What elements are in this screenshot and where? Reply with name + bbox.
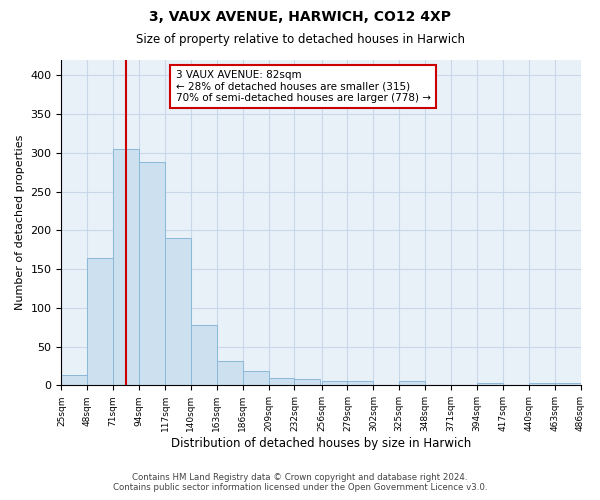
Bar: [477, 383, 503, 386]
Text: Size of property relative to detached houses in Harwich: Size of property relative to detached ho…: [136, 32, 464, 46]
Bar: [217, 360, 242, 386]
Bar: [61, 374, 88, 386]
Text: 3 VAUX AVENUE: 82sqm
← 28% of detached houses are smaller (315)
70% of semi-deta: 3 VAUX AVENUE: 82sqm ← 28% of detached h…: [176, 70, 431, 103]
Bar: [554, 383, 581, 386]
Bar: [269, 378, 295, 386]
Text: 3, VAUX AVENUE, HARWICH, CO12 4XP: 3, VAUX AVENUE, HARWICH, CO12 4XP: [149, 10, 451, 24]
Bar: [113, 149, 139, 386]
Bar: [347, 382, 373, 386]
Bar: [529, 383, 554, 386]
X-axis label: Distribution of detached houses by size in Harwich: Distribution of detached houses by size …: [171, 437, 471, 450]
Bar: [165, 238, 191, 386]
Bar: [399, 382, 425, 386]
Text: Contains HM Land Registry data © Crown copyright and database right 2024.
Contai: Contains HM Land Registry data © Crown c…: [113, 473, 487, 492]
Bar: [88, 258, 113, 386]
Bar: [322, 380, 347, 386]
Bar: [191, 325, 217, 386]
Y-axis label: Number of detached properties: Number of detached properties: [15, 135, 25, 310]
Bar: [242, 372, 269, 386]
Bar: [295, 379, 320, 386]
Bar: [139, 162, 165, 386]
